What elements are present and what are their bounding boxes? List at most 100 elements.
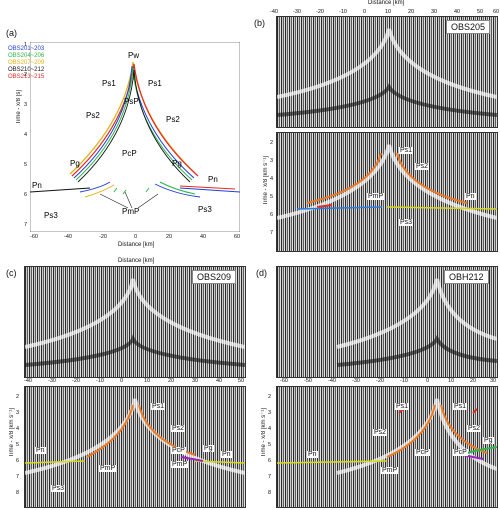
phase-label: PcP	[171, 447, 186, 454]
x-tick: -20	[72, 378, 80, 384]
y-tick: 5	[16, 442, 20, 448]
x-tick: -20	[376, 378, 384, 384]
legend-item: OBS213~215	[8, 74, 45, 80]
seismic-section-picked: Ps1 Ps2 PmP Pn Ps3	[276, 132, 498, 252]
phase-label: PmP	[122, 207, 139, 216]
x-tick: -30	[352, 378, 360, 384]
panel-a-ylabel: Time - x/8 [s]	[16, 90, 22, 125]
y-tick: 4	[24, 132, 28, 138]
x-tick: -60	[30, 234, 38, 240]
phase-label: Pn	[465, 193, 476, 200]
seismic-section-picked: Ps1 Ps2 Pn Pn PmP PcP PmP Pg Ps3	[24, 386, 246, 508]
phase-label: PsP	[124, 97, 139, 106]
phase-label: Ps1	[102, 79, 116, 88]
x-tick: 40	[200, 234, 207, 240]
panel-c-top-axis-label: Distance [km]	[118, 258, 155, 264]
legend-item: OBS207~209	[8, 60, 45, 66]
seismic-section-raw	[276, 266, 498, 378]
panel-d-ylabel: Time - x/8 [km s⁻¹]	[261, 408, 267, 458]
x-tick: -10	[400, 378, 408, 384]
phase-label: Pg	[172, 159, 182, 168]
panel-b-badge: OBS205	[446, 20, 491, 34]
phase-label: Ps2	[86, 111, 100, 120]
phase-label: Pn	[307, 451, 318, 458]
phase-label: Ps1	[395, 403, 410, 410]
y-tick: 8	[16, 490, 20, 496]
x-tick: -40	[270, 9, 278, 15]
x-tick: -20	[99, 234, 107, 240]
x-tick: -50	[304, 378, 312, 384]
x-tick: 10	[144, 378, 151, 384]
panel-a-xlabel: Distance [km]	[118, 242, 155, 248]
y-tick: 6	[270, 212, 274, 218]
phase-label: Pn	[221, 451, 232, 458]
phase-label: Pn	[208, 175, 218, 184]
y-tick: 2	[268, 394, 272, 400]
y-tick: 7	[270, 230, 274, 236]
phase-label: Ps2	[171, 425, 186, 432]
x-tick: 60	[493, 9, 500, 15]
y-tick: 6	[24, 192, 28, 198]
y-tick: 3	[270, 158, 274, 164]
legend: OBS201~203 OBS204~206 OBS207~209 OBS210~…	[8, 46, 44, 81]
y-tick: 8	[268, 490, 272, 496]
x-tick: 30	[192, 378, 199, 384]
x-tick: -40	[24, 378, 32, 384]
x-tick: 20	[166, 234, 173, 240]
y-tick: 4	[268, 426, 272, 432]
phase-label: PmP	[381, 467, 399, 474]
y-tick: 6	[16, 458, 20, 464]
phase-label: Pg	[70, 159, 80, 168]
phase-label: PcP	[415, 449, 430, 456]
x-tick: 40	[454, 9, 461, 15]
phase-label: Ps1	[148, 79, 162, 88]
x-tick: 20	[168, 378, 175, 384]
x-tick: 30	[431, 9, 438, 15]
phase-label: Pg	[483, 437, 494, 444]
x-tick: -30	[48, 378, 56, 384]
y-tick: 5	[24, 162, 28, 168]
y-tick: 3	[24, 102, 28, 108]
phase-label: Pn	[35, 447, 46, 454]
phase-label: Ps1	[151, 403, 166, 410]
panel-c-ylabel: Time - x/8 [km s⁻¹]	[9, 408, 15, 458]
x-tick: -10	[339, 9, 347, 15]
panel-c: Distance [km] (c) OBS209 -40 -30 -20 -10…	[0, 258, 250, 510]
y-tick: 2	[16, 394, 20, 400]
panel-d-label: (d)	[256, 268, 267, 278]
y-tick: 4	[16, 426, 20, 432]
y-tick: 2	[270, 140, 274, 146]
y-tick: 4	[270, 176, 274, 182]
phase-label: Ps3	[198, 205, 212, 214]
phase-label: Ps3	[51, 485, 66, 492]
phase-label: PcP	[453, 449, 468, 456]
panel-b: Distance [km] -40 -30 -20 -10 0 10 20 30…	[250, 0, 500, 258]
legend-item: OBS210~212	[8, 67, 45, 73]
legend-item: OBS204~206	[8, 53, 45, 59]
phase-label: Pn	[32, 181, 42, 190]
panel-a-label: (a)	[6, 28, 17, 38]
y-tick: 3	[268, 410, 272, 416]
panel-a: (a) OBS201~203 OBS204~206 OBS207~209 OBS…	[0, 0, 250, 250]
x-tick: 10	[385, 9, 392, 15]
y-tick: 2	[24, 72, 28, 78]
x-tick: -60	[280, 378, 288, 384]
seismic-section-picked: Ps1 Ps1 Ps2 Ps2 Pn PmP PcP PcP Pg	[276, 386, 498, 508]
phase-label: Ps2	[467, 425, 482, 432]
panel-c-badge: OBS209	[192, 270, 237, 284]
x-tick: -20	[316, 9, 324, 15]
seismic-section-raw	[24, 266, 246, 378]
x-tick: 10	[448, 378, 455, 384]
panel-b-ylabel: Time - x/8 [km s⁻¹]	[263, 156, 269, 206]
panel-c-label: (c)	[6, 268, 17, 278]
phase-label: Pg	[203, 445, 214, 452]
panel-d: (d) OBH212 -60 -50 -40 -30 -20 -10 0 10 …	[250, 258, 500, 510]
phase-label: PmP	[99, 465, 117, 472]
x-tick: 50	[477, 9, 484, 15]
y-tick: 7	[268, 474, 272, 480]
traveltime-plot: Pw Ps1 Ps1 PsP Ps2 Ps2 PcP Pg Pg Pn Pn P…	[30, 42, 240, 232]
x-tick: 60	[234, 234, 241, 240]
panel-b-top-axis-label: Distance [km]	[368, 0, 405, 6]
phase-label: Ps2	[415, 163, 430, 170]
y-tick: 7	[24, 222, 28, 228]
